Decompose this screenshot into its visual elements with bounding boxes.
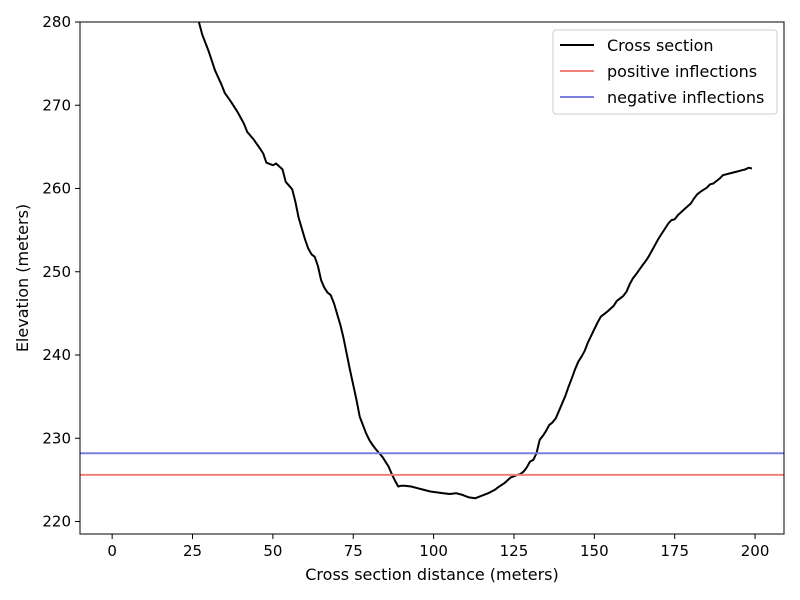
y-tick-label-2: 240: [42, 346, 71, 364]
legend-box: [552, 29, 778, 115]
x-tick-label-3: 75: [344, 542, 363, 560]
plot-frame: [79, 21, 785, 535]
legend-label-0: Cross section: [607, 36, 714, 55]
y-tick-label-5: 270: [42, 96, 71, 114]
x-tick-label-2: 50: [263, 542, 282, 560]
x-tick-label-6: 150: [580, 542, 609, 560]
x-tick-label-7: 175: [660, 542, 689, 560]
x-tick-label-1: 25: [183, 542, 202, 560]
x-axis-label: Cross section distance (meters): [305, 565, 558, 584]
x-tick-label-0: 0: [107, 542, 117, 560]
y-tick-label-0: 220: [42, 513, 71, 531]
series-0-line: [197, 21, 753, 500]
x-tick-label-8: 200: [741, 542, 770, 560]
y-tick-label-4: 260: [42, 180, 71, 198]
y-tick-label-6: 280: [42, 13, 71, 31]
y-tick-label-1: 230: [42, 429, 71, 447]
x-tick-label-5: 125: [500, 542, 529, 560]
legend-label-2: negative inflections: [607, 88, 764, 107]
y-tick-label-3: 250: [42, 263, 71, 281]
x-tick-label-4: 100: [419, 542, 448, 560]
y-axis-label: Elevation (meters): [13, 204, 32, 352]
legend: Cross section positive inflections negativ…: [552, 29, 778, 115]
legend-label-1: positive inflections: [607, 62, 757, 81]
